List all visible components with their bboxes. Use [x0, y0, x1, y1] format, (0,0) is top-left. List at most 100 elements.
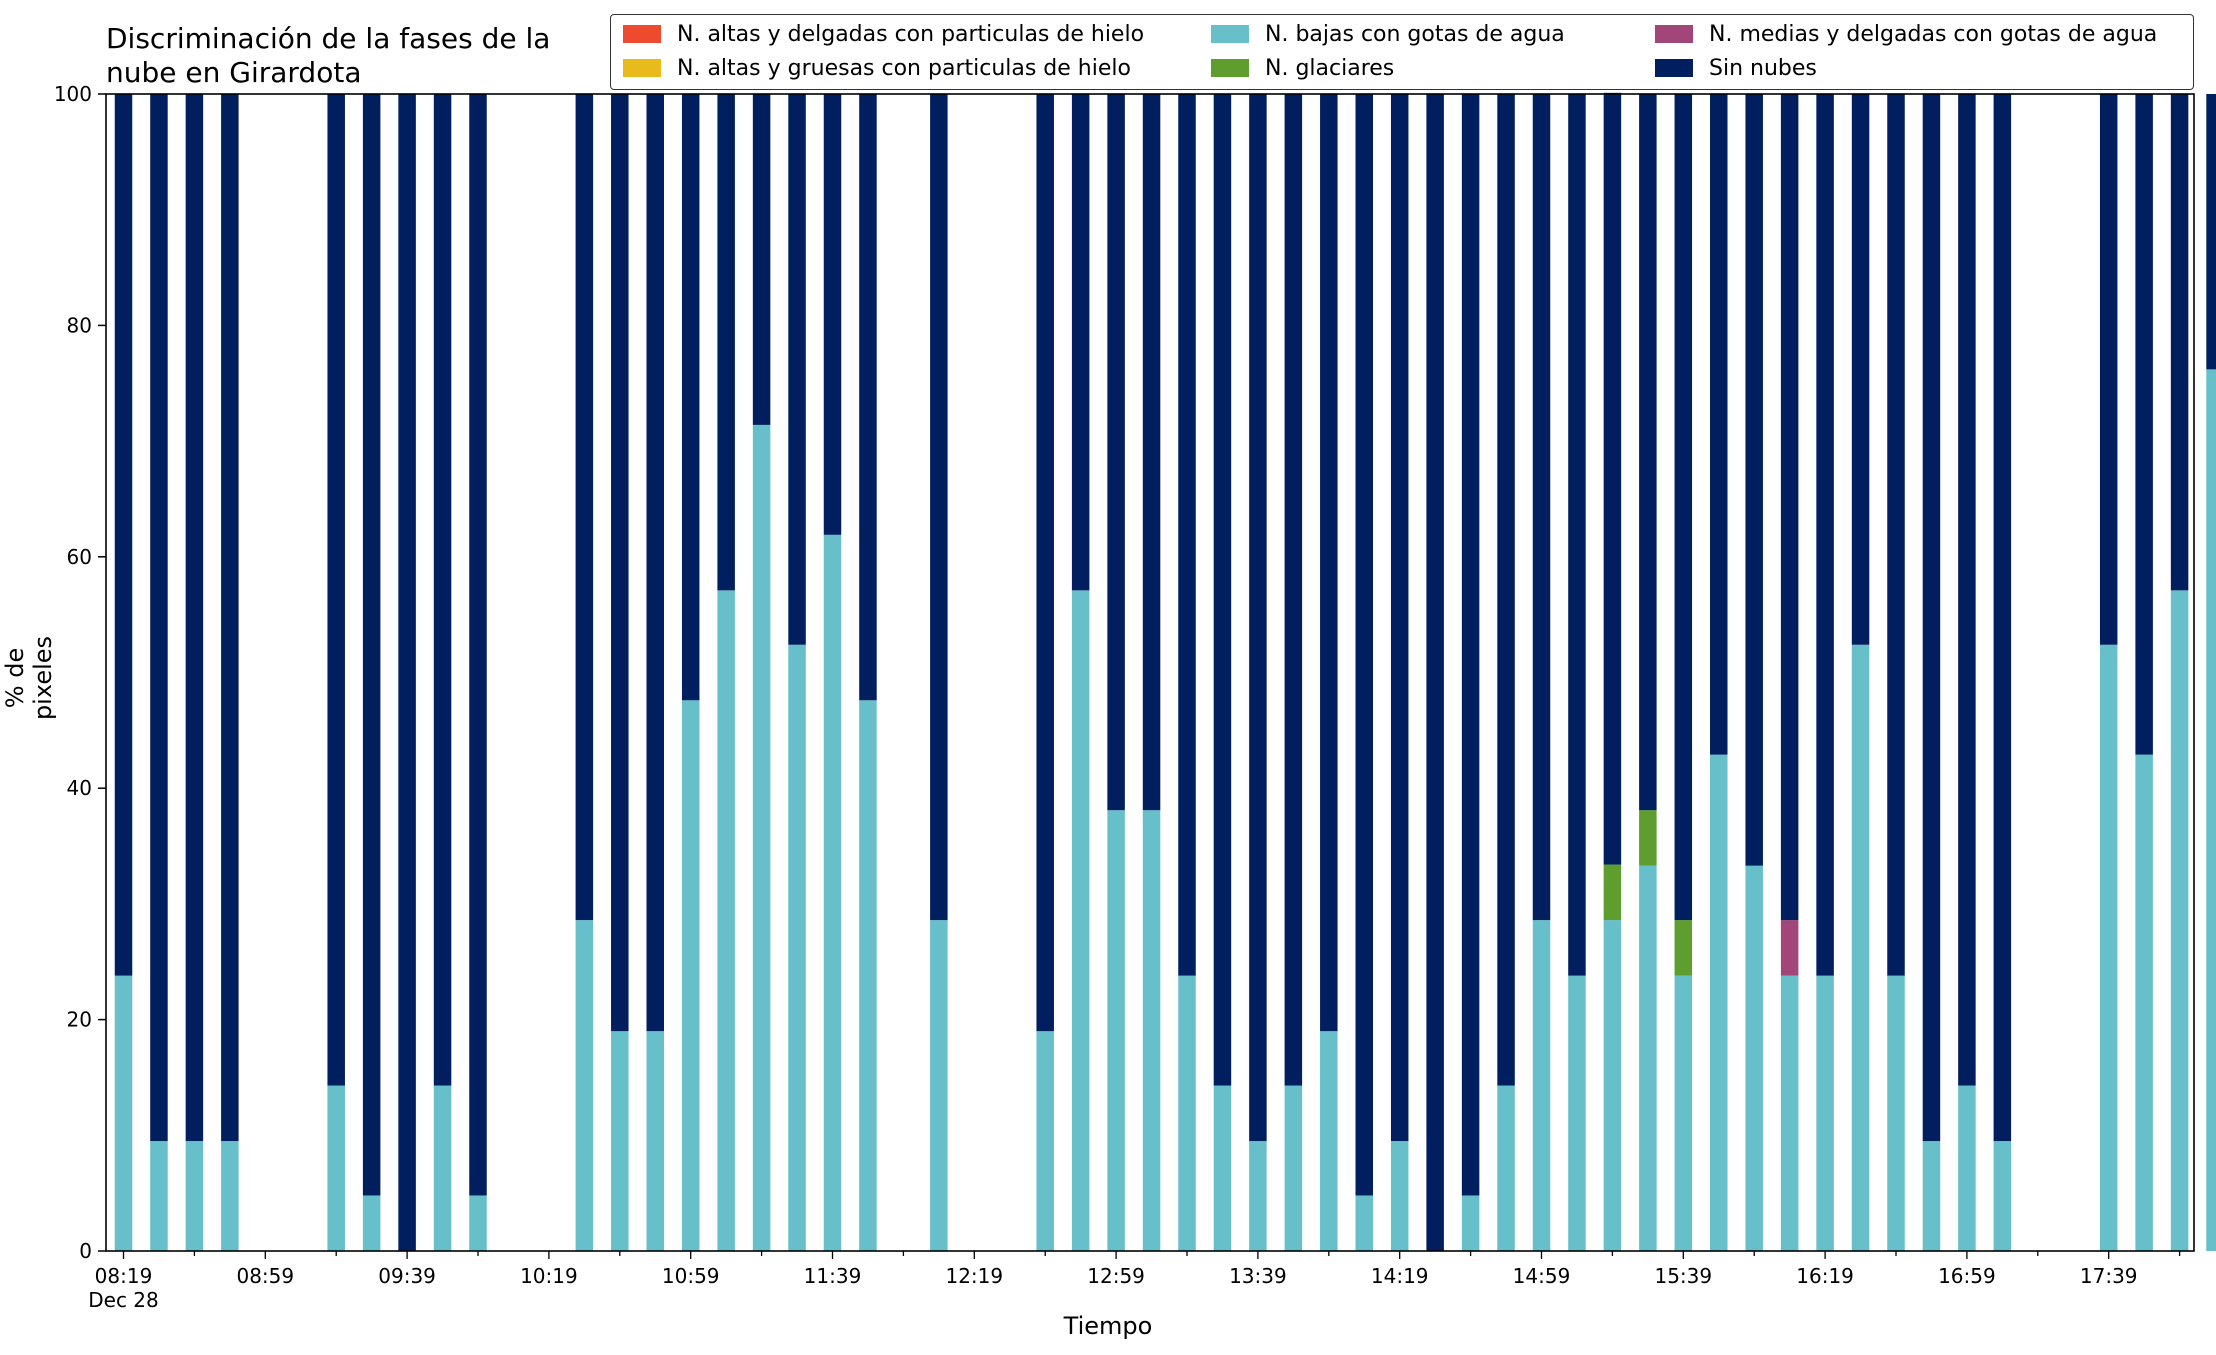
bar-segment [1355, 94, 1373, 1196]
bar-segment [859, 700, 877, 1251]
bar-segment [362, 94, 381, 1196]
bar-layer [114, 92, 2216, 1252]
legend-swatch [623, 59, 661, 77]
bar-segment [2135, 94, 2153, 755]
bar-segment [1603, 864, 1622, 921]
legend-item: N. altas y delgadas con particulas de hi… [623, 17, 1144, 51]
legend-label: N. bajas con gotas de agua [1265, 21, 1565, 47]
legend-label: N. glaciares [1265, 55, 1395, 81]
bar-segment [1922, 1141, 1941, 1251]
bar-segment [327, 1085, 345, 1251]
legend-label: Sin nubes [1709, 55, 1817, 81]
x-tick-label: 12:19 [945, 1264, 1003, 1288]
bar-segment [327, 94, 345, 1086]
x-tick-label: 16:59 [1938, 1264, 1996, 1288]
x-tick-label: 11:39 [804, 1264, 862, 1288]
bar-segment [221, 94, 239, 1142]
x-tick-sublabel: Dec 28 [88, 1288, 159, 1312]
bar-segment [1178, 975, 1196, 1251]
bar-segment [1320, 94, 1338, 1032]
bar-segment [1461, 94, 1480, 1196]
x-tick-label: 13:39 [1229, 1264, 1287, 1288]
x-tick-label: 09:39 [378, 1264, 436, 1288]
x-tick-label: 12:59 [1087, 1264, 1145, 1288]
x-tick-label: 17:39 [2080, 1264, 2138, 1288]
bar-segment [930, 94, 948, 921]
bar-segment [1780, 975, 1799, 1251]
bar-segment [681, 700, 700, 1251]
bar-segment [1178, 94, 1196, 976]
bar-segment [1745, 94, 1763, 866]
bar-segment [930, 920, 948, 1251]
bar-segment [1284, 94, 1303, 1086]
bar-segment [362, 1195, 381, 1251]
bar-segment [1461, 1195, 1480, 1251]
bar-segment [2206, 369, 2216, 1252]
chart-title-line-1: Discriminación de la fases de la [106, 22, 551, 55]
x-tick-label: 10:59 [662, 1264, 720, 1288]
bar-segment [611, 1031, 629, 1251]
bar-segment [1320, 1031, 1338, 1251]
bar-segment [752, 94, 771, 425]
bar-segment [433, 94, 452, 1086]
bar-segment [1107, 94, 1125, 811]
chart-title: Discriminación de la fases de la nube en… [106, 22, 550, 90]
bar-segment [1674, 94, 1693, 921]
legend-swatch [1655, 59, 1693, 77]
bar-segment [1426, 94, 1444, 1251]
bar-segment [1603, 920, 1622, 1251]
bar-segment [2099, 94, 2118, 645]
axes: 0 20 40 60 80 100 08:19 08:59 09:39 10:19 10:59 11:… [54, 82, 2195, 1312]
bar-segment [1922, 94, 1941, 1142]
bar-segment [469, 94, 487, 1196]
bar-segment [433, 1085, 452, 1251]
bar-segment [221, 1141, 239, 1251]
bar-segment [1710, 754, 1728, 1251]
plot-frame [105, 93, 2195, 1252]
x-tick-label: 10:19 [520, 1264, 578, 1288]
y-tick-label: 0 [79, 1239, 92, 1263]
x-axis-label: Tiempo [1063, 1312, 1153, 1340]
y-axis-label: % de pixeles [1, 635, 57, 721]
bar-segment [1071, 94, 1090, 591]
y-tick-label: 20 [67, 1008, 92, 1032]
bar-segment [859, 94, 877, 701]
bar-segment [1993, 94, 2012, 1142]
bar-segment [1568, 94, 1586, 976]
bar-segment [1390, 1141, 1409, 1251]
x-tick-label: 16:19 [1796, 1264, 1854, 1288]
bar-segment [1639, 865, 1657, 1251]
legend-swatch [1211, 25, 1249, 43]
bar-segment [1213, 94, 1232, 1086]
bar-segment [2099, 644, 2118, 1251]
bar-segment [823, 534, 842, 1251]
x-tick-label: 08:19 [95, 1264, 153, 1288]
y-tick-label: 60 [67, 545, 92, 569]
x-tick-label: 08:59 [236, 1264, 294, 1288]
legend-swatch [1211, 59, 1249, 77]
bar-segment [2135, 754, 2153, 1251]
bar-segment [398, 94, 416, 1251]
bar-segment [1390, 94, 1409, 1142]
bar-segment [1710, 94, 1728, 755]
bar-segment [1497, 94, 1515, 1086]
bar-segment [469, 1195, 487, 1251]
bar-segment [114, 94, 133, 976]
bar-segment [1497, 1085, 1515, 1251]
bar-segment [1568, 975, 1586, 1251]
bar-segment [1284, 1085, 1303, 1251]
bar-segment [1071, 590, 1090, 1251]
bar-segment [1213, 1085, 1232, 1251]
bar-segment [2170, 590, 2189, 1251]
bar-segment [1993, 1141, 2012, 1251]
bar-segment [1958, 1085, 1976, 1251]
bar-segment [2170, 94, 2189, 591]
bar-segment [1036, 1031, 1054, 1251]
bar-segment [717, 590, 735, 1251]
bar-segment [1355, 1195, 1373, 1251]
bar-segment [1107, 810, 1125, 1251]
bar-segment [150, 94, 168, 1142]
bar-segment [1603, 92, 1622, 865]
bar-segment [114, 975, 133, 1251]
bar-segment [1532, 94, 1551, 921]
